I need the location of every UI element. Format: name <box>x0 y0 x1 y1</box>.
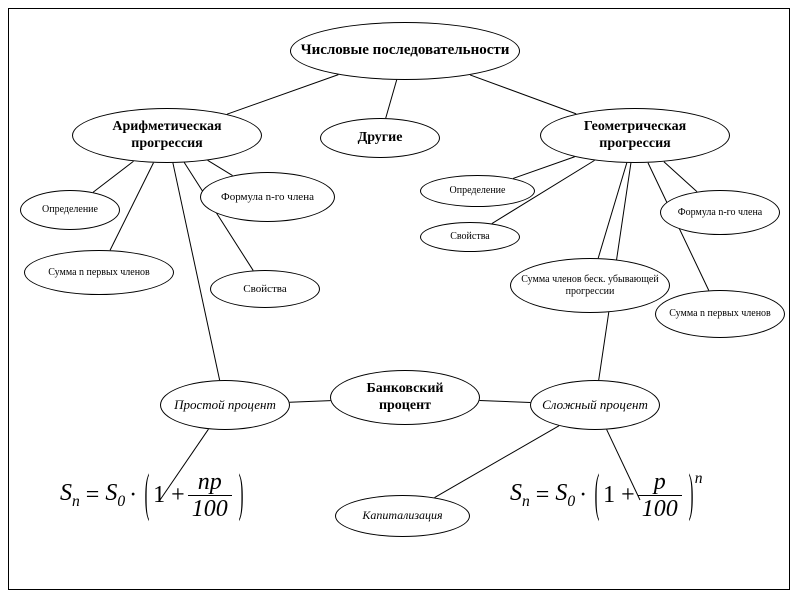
node-g_def: Определение <box>420 175 535 207</box>
sub: n <box>72 493 80 510</box>
fraction: p 100 <box>638 470 682 521</box>
node-bank: Банковский процент <box>330 370 480 425</box>
node-compound: Сложный процент <box>530 380 660 430</box>
var: S <box>555 480 567 506</box>
node-simple: Простой процент <box>160 380 290 430</box>
node-a_nth: Формула n-го члена <box>200 172 335 222</box>
formula-simple-interest: Sn = S0 · ( 1 + np 100 ) <box>60 470 247 521</box>
sub: 0 <box>117 493 125 510</box>
node-geom: Геометрическая прогрессия <box>540 108 730 163</box>
fraction: np 100 <box>188 470 232 521</box>
node-a_prop: Свойства <box>210 270 320 308</box>
node-g_suminf: Сумма членов беск. убывающей прогрессии <box>510 258 670 313</box>
node-a_def: Определение <box>20 190 120 230</box>
node-a_sum: Сумма n первых членов <box>24 250 174 295</box>
formula-compound-interest: Sn = S0 · ( 1 + p 100 ) n <box>510 470 702 521</box>
node-g_sum: Сумма n первых членов <box>655 290 785 338</box>
node-g_nth: Формула n-го члена <box>660 190 780 235</box>
node-other: Другие <box>320 118 440 158</box>
var: S <box>60 480 72 506</box>
node-arith: Арифметическая прогрессия <box>72 108 262 163</box>
sub: n <box>522 493 530 510</box>
node-g_prop: Свойства <box>420 222 520 252</box>
var: S <box>510 480 522 506</box>
exponent: n <box>695 470 703 488</box>
node-root: Числовые последовательности <box>290 22 520 80</box>
var: S <box>105 480 117 506</box>
sub: 0 <box>567 493 575 510</box>
node-cap: Капитализация <box>335 495 470 537</box>
